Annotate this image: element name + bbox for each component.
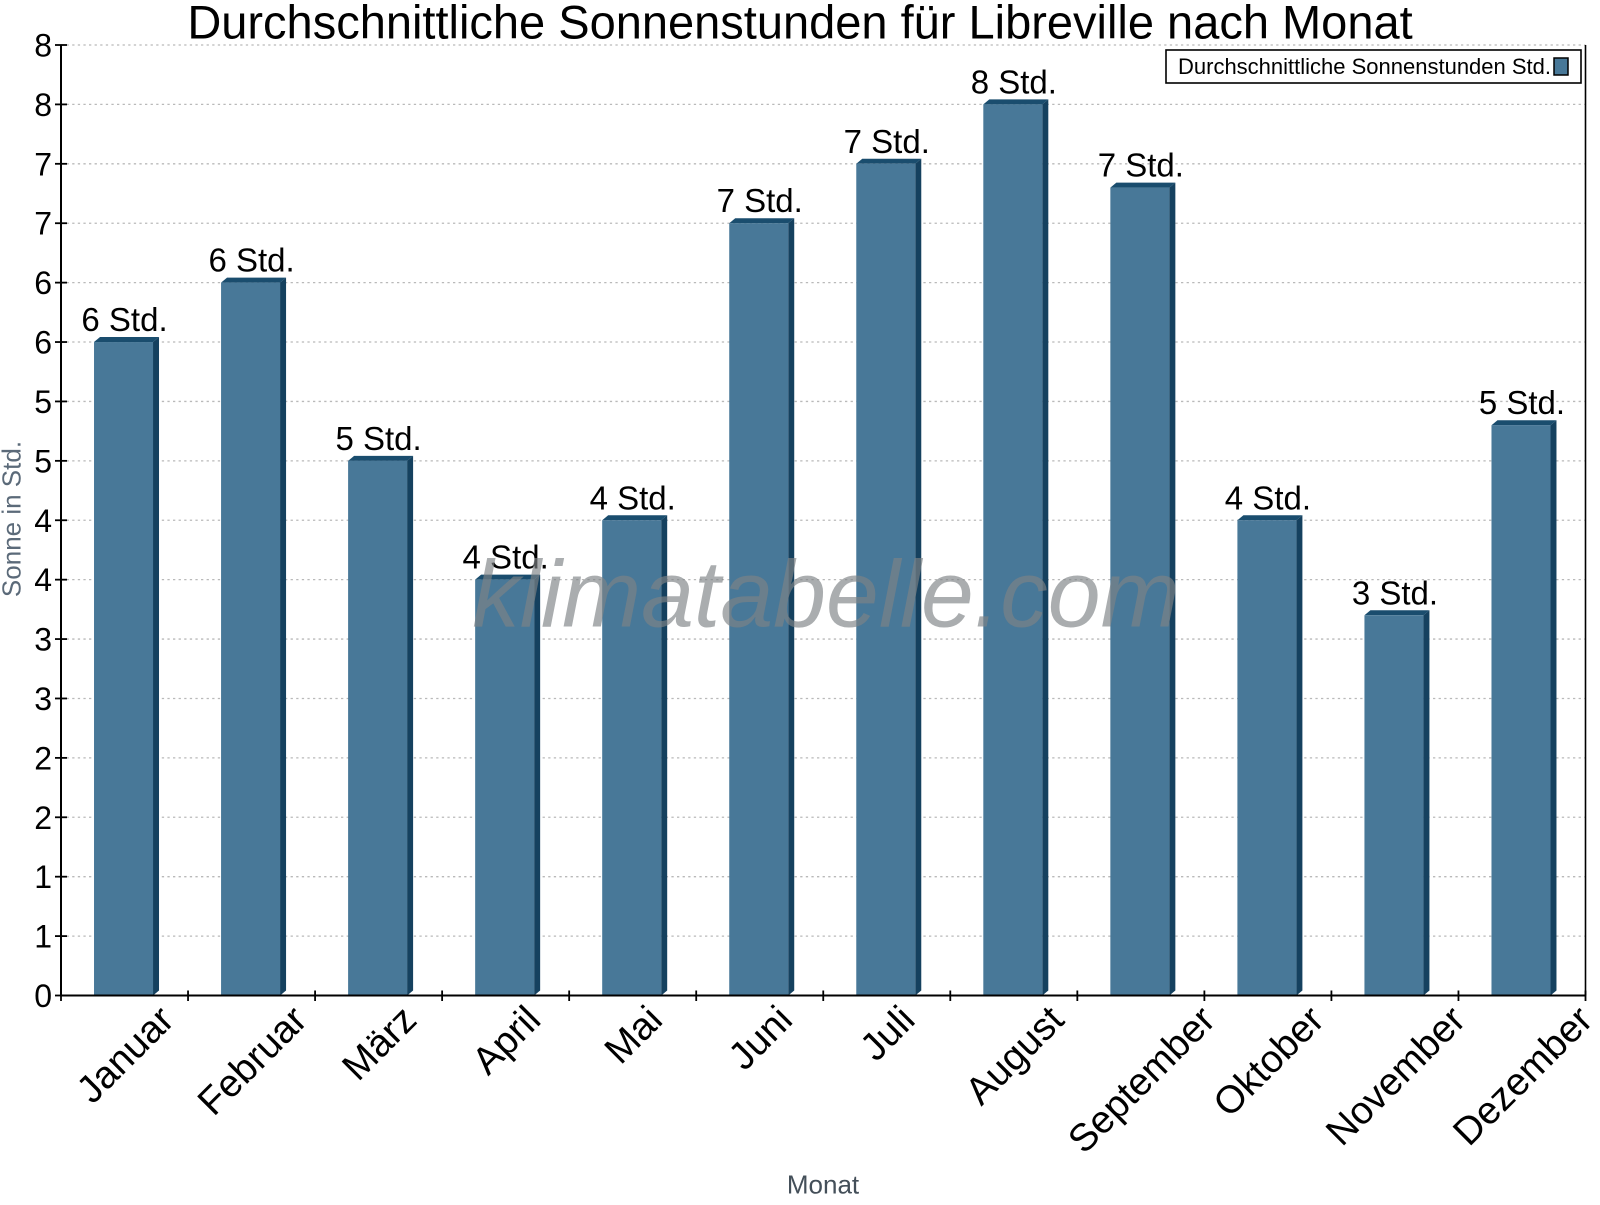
svg-text:Monat: Monat (787, 1170, 860, 1200)
svg-text:Durchschnittliche Sonnenstunde: Durchschnittliche Sonnenstunden für Libr… (187, 0, 1412, 49)
svg-text:6: 6 (34, 325, 52, 361)
svg-text:Sonne in Std.: Sonne in Std. (0, 441, 27, 597)
svg-text:4 Std.: 4 Std. (463, 539, 549, 576)
svg-text:4: 4 (34, 562, 52, 598)
svg-text:3: 3 (34, 681, 52, 717)
svg-text:5 Std.: 5 Std. (335, 420, 421, 457)
svg-text:1: 1 (34, 859, 52, 895)
svg-text:2: 2 (34, 800, 52, 836)
svg-text:3: 3 (34, 622, 52, 658)
svg-text:3 Std.: 3 Std. (1352, 574, 1438, 611)
svg-text:7: 7 (34, 206, 52, 242)
svg-text:1: 1 (34, 919, 52, 955)
svg-text:5: 5 (34, 384, 52, 420)
svg-text:7 Std.: 7 Std. (1098, 147, 1184, 184)
svg-text:klimatabelle.com: klimatabelle.com (472, 542, 1180, 648)
svg-text:8 Std.: 8 Std. (971, 63, 1057, 100)
svg-text:5: 5 (34, 443, 52, 479)
svg-text:6 Std.: 6 Std. (81, 301, 167, 338)
svg-text:7: 7 (34, 146, 52, 182)
svg-text:8: 8 (34, 28, 52, 64)
svg-text:4 Std.: 4 Std. (590, 479, 676, 516)
svg-text:6: 6 (34, 265, 52, 301)
svg-text:0: 0 (34, 978, 52, 1014)
svg-text:6 Std.: 6 Std. (208, 242, 294, 279)
svg-text:5 Std.: 5 Std. (1479, 384, 1565, 421)
svg-text:2: 2 (34, 740, 52, 776)
svg-text:7 Std.: 7 Std. (844, 123, 930, 160)
svg-text:8: 8 (34, 87, 52, 123)
svg-text:Durchschnittliche Sonnenstunde: Durchschnittliche Sonnenstunden Std. (1178, 54, 1551, 79)
svg-text:7 Std.: 7 Std. (717, 182, 803, 219)
svg-text:4: 4 (34, 503, 52, 539)
svg-text:4 Std.: 4 Std. (1225, 479, 1311, 516)
